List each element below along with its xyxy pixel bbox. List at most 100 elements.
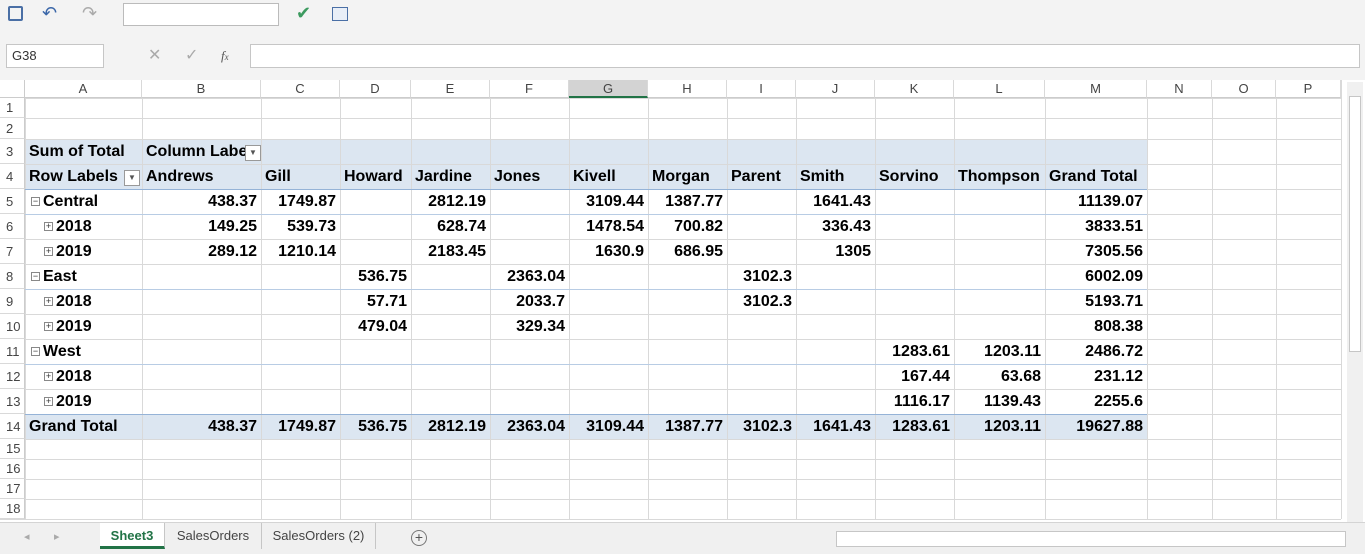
expand-toggle[interactable]: − [31, 271, 40, 281]
row-header[interactable]: 4 [0, 164, 25, 189]
column-header[interactable]: H [648, 80, 727, 98]
row-header[interactable]: 1 [0, 98, 25, 118]
function-icon[interactable]: fx [221, 48, 229, 63]
pivot-value: 1283.61 [892, 343, 950, 360]
column-header[interactable]: E [411, 80, 490, 98]
column-header[interactable]: O [1212, 80, 1276, 98]
pivot-value: 2812.19 [428, 193, 486, 210]
row-header[interactable]: 8 [0, 264, 25, 289]
column-header[interactable]: J [796, 80, 875, 98]
vertical-scrollbar[interactable] [1347, 82, 1363, 524]
row-header[interactable]: 11 [0, 339, 25, 364]
pivot-value: 1305 [835, 243, 871, 260]
column-header[interactable]: B [142, 80, 261, 98]
pivot-separator [25, 214, 1147, 215]
column-header[interactable]: K [875, 80, 954, 98]
pivot-value: 2033.7 [516, 293, 565, 310]
row-header[interactable]: 16 [0, 459, 25, 479]
pivot-label: West [43, 343, 81, 360]
pivot-value: 6002.09 [1085, 268, 1143, 285]
row-header[interactable]: 18 [0, 499, 25, 519]
column-header[interactable]: M [1045, 80, 1147, 98]
pivot-value: 1630.9 [595, 243, 644, 260]
column-header[interactable]: N [1147, 80, 1212, 98]
column-header[interactable]: I [727, 80, 796, 98]
cancel-icon[interactable]: ✕ [148, 47, 162, 64]
sheet-tab[interactable]: SalesOrders (2) [262, 523, 376, 549]
grid-line [0, 98, 1341, 99]
filter-dropdown[interactable]: ▼ [245, 145, 261, 161]
tab-next[interactable]: ▸ [54, 531, 60, 543]
form-icon[interactable] [332, 7, 348, 21]
row-header[interactable]: 15 [0, 439, 25, 459]
row-header[interactable]: 7 [0, 239, 25, 264]
sheet-tab[interactable]: Sheet3 [100, 523, 165, 549]
grid-line [0, 389, 1341, 390]
row-header[interactable]: 17 [0, 479, 25, 499]
save-icon[interactable] [8, 6, 23, 21]
name-box[interactable]: G38 [6, 44, 104, 68]
combo-box[interactable] [123, 3, 279, 26]
corner-select[interactable] [0, 80, 25, 98]
undo-icon[interactable]: ↶ [42, 3, 58, 23]
pivot-label: Smith [800, 168, 845, 185]
pivot-label: 2018 [56, 293, 92, 310]
grid-line [648, 80, 649, 519]
pivot-value: 149.25 [208, 218, 257, 235]
grid-line [25, 80, 26, 519]
pivot-value: 438.37 [208, 193, 257, 210]
row-header[interactable]: 14 [0, 414, 25, 439]
expand-toggle[interactable]: + [44, 371, 53, 381]
expand-toggle[interactable]: − [31, 346, 40, 356]
grid-line [875, 80, 876, 519]
expand-toggle[interactable]: + [44, 321, 53, 331]
quick-access-bar: ↶ ↷ ✔ [0, 0, 1365, 30]
tab-prev[interactable]: ◂ [24, 531, 30, 543]
column-header[interactable]: P [1276, 80, 1341, 98]
check-icon[interactable]: ✔ [296, 3, 312, 23]
row-header[interactable]: 2 [0, 118, 25, 139]
formula-input[interactable] [250, 44, 1360, 68]
column-header[interactable]: L [954, 80, 1045, 98]
pivot-value: 1641.43 [813, 418, 871, 435]
pivot-value: 2363.04 [507, 418, 565, 435]
expand-toggle[interactable]: + [44, 296, 53, 306]
pivot-value: 329.34 [516, 318, 565, 335]
expand-toggle[interactable]: + [44, 221, 53, 231]
pivot-value: 2486.72 [1085, 343, 1143, 360]
pivot-value: 336.43 [822, 218, 871, 235]
column-header[interactable]: G [569, 80, 648, 98]
pivot-value: 536.75 [358, 418, 407, 435]
row-header[interactable]: 3 [0, 139, 25, 164]
pivot-value: 1749.87 [278, 418, 336, 435]
row-header[interactable]: 5 [0, 189, 25, 214]
expand-toggle[interactable]: + [44, 246, 53, 256]
scroll-thumb[interactable] [1349, 96, 1361, 352]
row-header[interactable]: 10 [0, 314, 25, 339]
row-header[interactable]: 9 [0, 289, 25, 314]
sheet-tab[interactable]: SalesOrders [165, 523, 262, 549]
pivot-value: 63.68 [1000, 368, 1041, 385]
expand-toggle[interactable]: − [31, 196, 40, 206]
column-header[interactable]: A [25, 80, 142, 98]
column-header[interactable]: F [490, 80, 569, 98]
row-header[interactable]: 12 [0, 364, 25, 389]
row-header[interactable]: 13 [0, 389, 25, 414]
row-header[interactable]: 6 [0, 214, 25, 239]
filter-dropdown[interactable]: ▼ [124, 170, 140, 186]
grid-line [1341, 80, 1342, 519]
grid-line [0, 339, 1341, 340]
grid-line [490, 80, 491, 519]
grid-line [1147, 80, 1148, 519]
column-header[interactable]: D [340, 80, 411, 98]
redo-icon[interactable]: ↷ [82, 3, 98, 23]
horizontal-scrollbar[interactable] [836, 531, 1346, 547]
pivot-label: Andrews [146, 168, 214, 185]
expand-toggle[interactable]: + [44, 396, 53, 406]
enter-icon[interactable]: ✓ [185, 47, 199, 64]
pivot-band [25, 414, 1147, 439]
add-sheet[interactable]: + [411, 530, 427, 546]
grid-line [411, 80, 412, 519]
sheet-tab-bar: ◂ ▸ + Sheet3 SalesOrders SalesOrders (2) [0, 522, 1365, 554]
column-header[interactable]: C [261, 80, 340, 98]
